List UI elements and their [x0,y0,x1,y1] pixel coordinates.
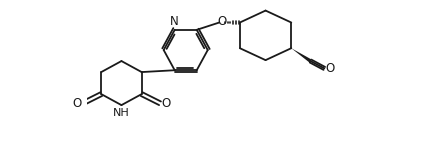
Text: N: N [169,15,178,28]
Text: O: O [217,15,226,28]
Polygon shape [291,48,311,62]
Text: O: O [326,62,335,75]
Text: O: O [162,97,171,110]
Text: O: O [72,97,82,110]
Text: NH: NH [113,108,130,118]
